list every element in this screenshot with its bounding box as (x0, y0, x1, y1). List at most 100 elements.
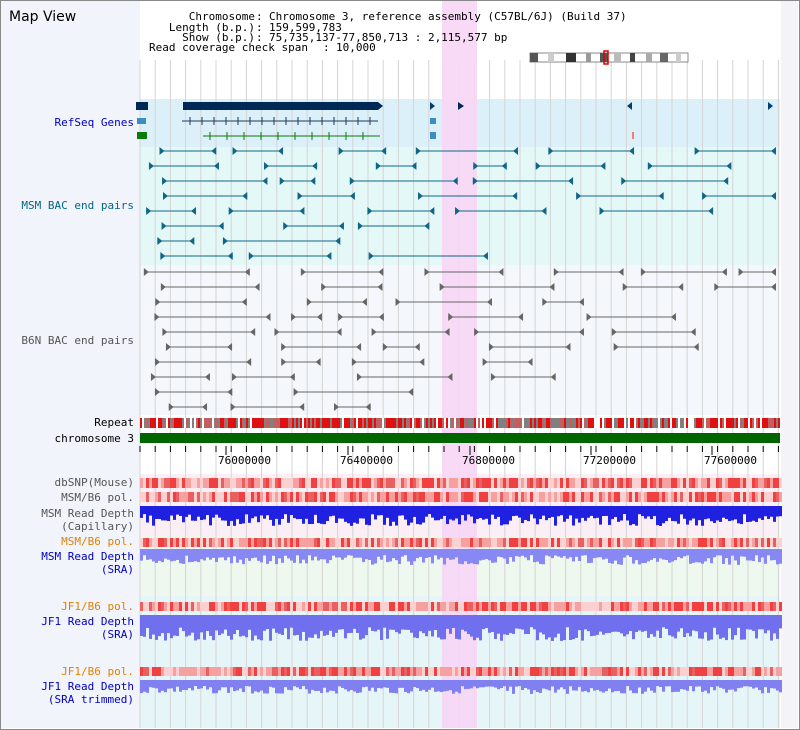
msm-sra-depth-bar (779, 549, 782, 564)
msm-sra-depth-bar (299, 549, 302, 564)
jf1-trimmed-depth-bar (512, 680, 515, 694)
msm-pol-cell (731, 538, 734, 547)
coverage-value: 10,000 (336, 41, 376, 54)
msm-pol-cell (383, 538, 386, 547)
repeat-segment (486, 418, 488, 428)
repeat-segment (692, 418, 694, 428)
msm-sra-depth-bar (710, 549, 713, 564)
jf1-sra-depth-bar (242, 615, 245, 636)
msm-pol-cell (524, 538, 527, 547)
msm-capillary-depth-bar (299, 506, 302, 520)
track-label-refseq-genes[interactable]: RefSeq Genes (54, 116, 134, 129)
ideogram-band (586, 53, 591, 62)
jf1-pol-cell (314, 667, 317, 676)
msm-pol-cell (548, 538, 551, 547)
repeat-segment (200, 418, 202, 428)
chromosome-ideogram[interactable] (530, 53, 688, 62)
msm-sra-depth-bar (602, 549, 605, 560)
jf1-trimmed-depth-bar (770, 680, 773, 689)
jf1-trimmed-depth-bar (425, 680, 428, 692)
dbsnp-cell (197, 478, 200, 488)
jf1-trimmed-depth-bar (263, 680, 266, 694)
label-panel-bg (1, 1, 140, 728)
jf1-sra-depth-bar (155, 615, 158, 640)
msm-pol-cell (152, 492, 155, 502)
jf1-pol-cell (662, 602, 665, 611)
msm-pol-cell (725, 492, 728, 502)
dbsnp-cell (350, 478, 353, 488)
repeat-segment (646, 418, 648, 428)
jf1-sra-depth-bar (158, 615, 161, 637)
msm-capillary-depth-bar (494, 506, 497, 519)
dbsnp-cell (587, 478, 590, 488)
msm-capillary-depth-bar (218, 506, 221, 518)
msm-capillary-depth-bar (212, 506, 215, 518)
chromosome-bar (140, 433, 780, 443)
msm-sra-depth-bar (536, 549, 539, 562)
jf1-trimmed-depth-bar (383, 680, 386, 688)
coverage-label: Read coverage check span (149, 41, 308, 54)
jf1-trimmed-depth-bar (359, 680, 362, 693)
jf1-pol-cell (179, 602, 182, 611)
msm-sra-depth-bar (509, 549, 512, 558)
track-label-msm-bac[interactable]: MSM BAC end pairs (21, 199, 134, 212)
msm-bac-end (415, 147, 421, 155)
msm-capillary-depth-bar (725, 506, 728, 520)
dbsnp-cell (347, 478, 350, 488)
msm-pol-cell (185, 492, 188, 502)
jf1-pol-cell (188, 667, 191, 676)
msm-pol-cell (284, 538, 287, 547)
dbsnp-cell (263, 478, 266, 488)
msm-pol-cell (707, 538, 710, 547)
msm-pol-cell (257, 538, 260, 547)
msm-sra-depth-bar (344, 549, 347, 558)
jf1-pol-cell (566, 667, 569, 676)
jf1-pol-cell (458, 667, 461, 676)
msm-bac-end (335, 237, 341, 245)
msm-pol-cell (224, 492, 227, 502)
msm-pol-cell (350, 492, 353, 502)
track-label-jf1-depth-trimmed-sub: (SRA trimmed) (47, 693, 134, 706)
jf1-trimmed-depth-bar (227, 680, 230, 693)
repeat-segment (336, 418, 338, 428)
jf1-trimmed-depth-bar (368, 680, 371, 691)
jf1-pol-cell (185, 602, 188, 611)
jf1-sra-depth-bar (401, 615, 404, 630)
repeat-segment (660, 418, 662, 428)
jf1-pol-cell (245, 667, 248, 676)
dbsnp-cell (545, 478, 548, 488)
jf1-trimmed-depth-bar (674, 680, 677, 692)
repeat-segment (496, 418, 498, 428)
msm-sra-depth-bar (671, 549, 674, 562)
dbsnp-cell (581, 478, 584, 488)
msm-capillary-depth-bar (470, 506, 473, 517)
msm-bac-end (513, 147, 519, 155)
jf1-trimmed-depth-bar (587, 680, 590, 693)
msm-pol-cell (167, 538, 170, 547)
dbsnp-cell (656, 478, 659, 488)
msm-capillary-depth-bar (353, 506, 356, 523)
msm-capillary-depth-bar (629, 506, 632, 526)
msm-sra-depth-bar (296, 549, 299, 556)
jf1-trimmed-depth-bar (665, 680, 668, 687)
jf1-pol-cell (269, 602, 272, 611)
jf1-pol-cell (521, 667, 524, 676)
msm-sra-depth-bar (713, 549, 716, 558)
b6n-bac-end (227, 343, 233, 351)
jf1-trimmed-depth-bar (407, 680, 410, 694)
repeat-segment (658, 418, 660, 428)
msm-pol-cell (488, 492, 491, 502)
dbsnp-cell (584, 478, 587, 488)
jf1-sra-depth-bar (326, 615, 329, 635)
repeat-segment (330, 418, 332, 428)
msm-pol-cell (395, 538, 398, 547)
b6n-bac-end (721, 268, 727, 276)
jf1-pol-cell (542, 602, 545, 611)
msm-sra-depth-bar (743, 549, 746, 557)
b6n-bac-end (241, 298, 247, 306)
jf1-trimmed-depth-bar (620, 680, 623, 694)
msm-pol-cell (506, 538, 509, 547)
msm-pol-cell (611, 538, 614, 547)
track-label-b6n-bac[interactable]: B6N BAC end pairs (21, 334, 134, 347)
